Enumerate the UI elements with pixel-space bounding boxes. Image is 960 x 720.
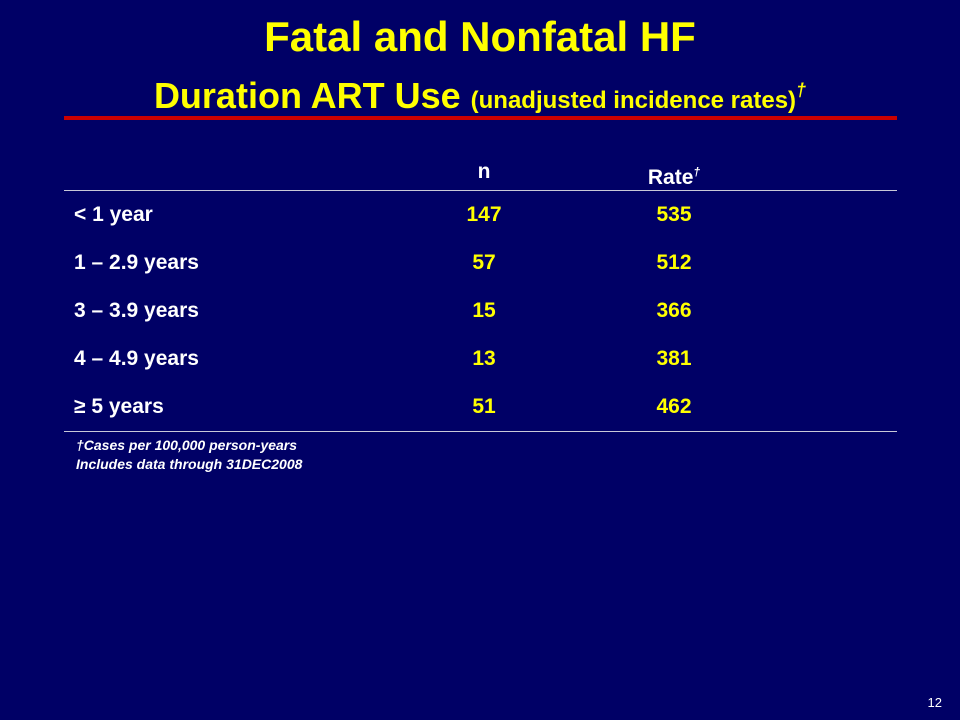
- row-rate: 462: [656, 395, 692, 418]
- table-row: 4 – 4.9 years 13 381: [64, 335, 897, 383]
- title-divider: [64, 116, 897, 120]
- header-rate: Rate†: [614, 148, 734, 202]
- subtitle-paren: (unadjusted incidence rates): [470, 87, 797, 114]
- header-n: n: [477, 160, 491, 183]
- row-label: 3 – 3.9 years: [74, 299, 199, 322]
- row-label: 1 – 2.9 years: [74, 251, 199, 274]
- table-header-row: n Rate†: [64, 148, 897, 191]
- rates-table: n Rate† < 1 year 147 535 1 – 2.9 years 5…: [64, 148, 897, 432]
- table-row: ≥ 5 years 51 462: [64, 383, 897, 432]
- subtitle-dagger: †: [796, 80, 807, 100]
- row-rate: 381: [656, 347, 692, 370]
- table-row: < 1 year 147 535: [64, 191, 897, 239]
- row-n: 15: [472, 299, 496, 322]
- subtitle-main: Duration ART Use: [153, 75, 461, 116]
- row-rate: 366: [656, 299, 692, 322]
- row-n: 13: [472, 347, 496, 370]
- row-rate: 512: [656, 251, 692, 274]
- row-label: 4 – 4.9 years: [74, 347, 199, 370]
- slide-subtitle: Duration ART Use (unadjusted incidence r…: [0, 68, 960, 123]
- row-n: 51: [472, 395, 496, 418]
- table-row: 3 – 3.9 years 15 366: [64, 287, 897, 335]
- table-row: 1 – 2.9 years 57 512: [64, 239, 897, 287]
- row-label: < 1 year: [74, 203, 153, 226]
- footnote-rate: †Cases per 100,000 person-years: [76, 437, 298, 453]
- header-rate-text: Rate: [647, 166, 694, 189]
- page-number: 12: [927, 695, 942, 710]
- row-label: ≥ 5 years: [74, 395, 164, 418]
- row-n: 57: [472, 251, 496, 274]
- slide-title: Fatal and Nonfatal HF: [264, 13, 696, 60]
- footnote-data: Includes data through 31DEC2008: [76, 456, 303, 472]
- row-n: 147: [466, 203, 502, 226]
- footnotes: †Cases per 100,000 person-years Includes…: [76, 436, 302, 474]
- header-rate-dagger: †: [693, 165, 701, 179]
- row-rate: 535: [656, 203, 692, 226]
